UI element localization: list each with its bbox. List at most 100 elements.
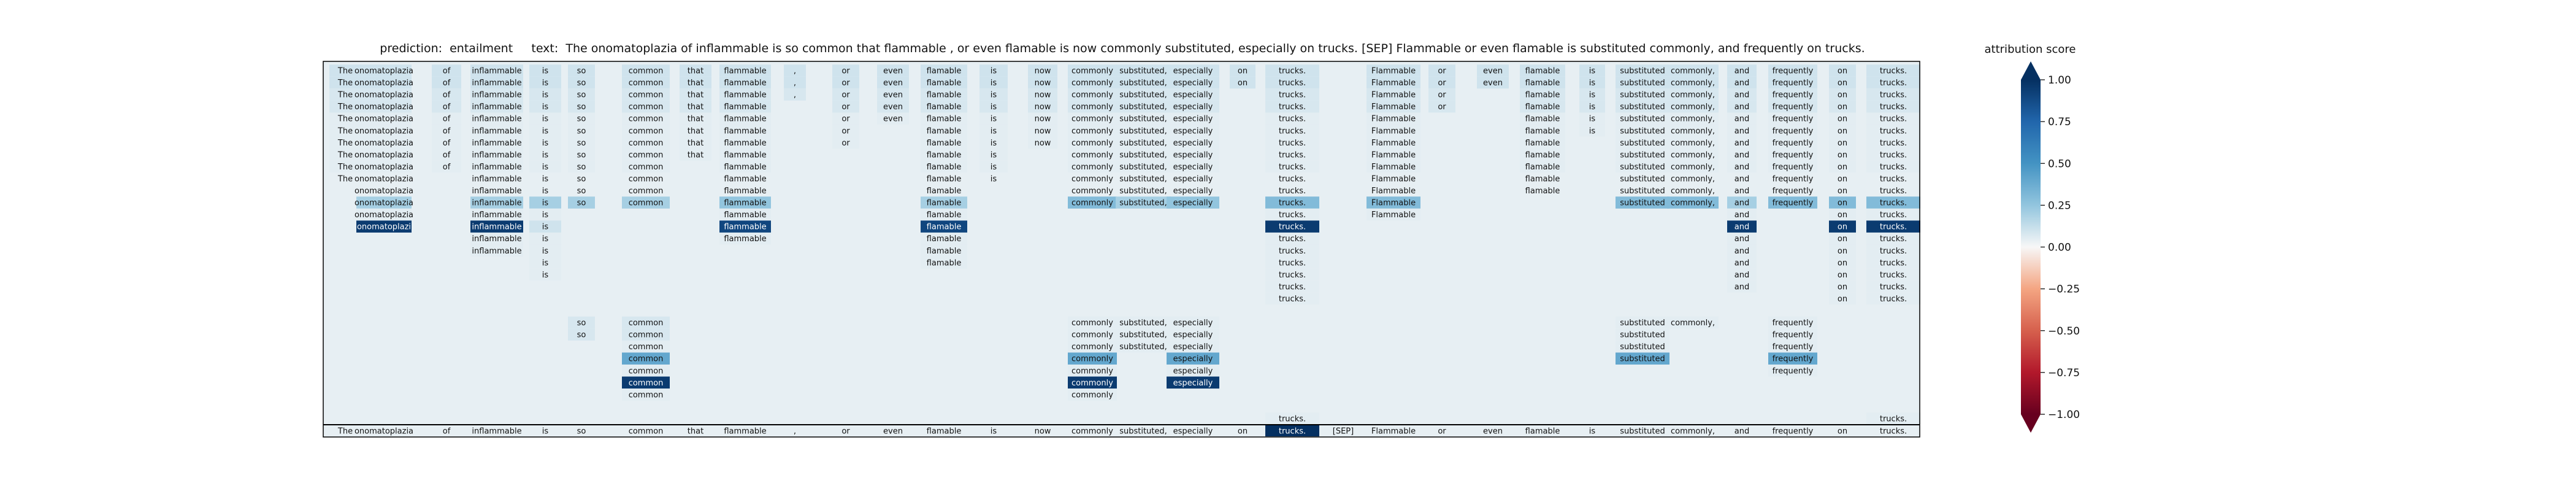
colorbar-max-extension: [2021, 61, 2041, 80]
token-label: is: [991, 67, 997, 76]
heatmap-cell: [529, 208, 561, 221]
heatmap-cell: [622, 352, 670, 365]
heatmap-cell: [1768, 364, 1817, 377]
heatmap-cell: [1768, 340, 1817, 353]
token-label: trucks.: [1279, 295, 1306, 304]
token-label: Flammable: [1371, 163, 1416, 172]
token-label: common: [629, 139, 664, 148]
token-label: and: [1735, 234, 1749, 244]
heatmap-cell: [622, 389, 670, 401]
token-label: especially: [1173, 139, 1213, 148]
token-label: commonly: [1071, 102, 1113, 112]
heatmap-cell: [1265, 220, 1319, 233]
token-label: common: [629, 174, 664, 184]
heatmap-cell: [1727, 149, 1757, 161]
token-label: commonly: [1071, 355, 1113, 364]
heatmap-cell: [1265, 100, 1319, 113]
heatmap-cell: [1265, 124, 1319, 137]
token-label: trucks.: [1880, 115, 1907, 124]
token-label: inflammable: [472, 199, 521, 208]
token-label: especially: [1173, 331, 1213, 340]
token-label: is: [542, 79, 549, 88]
token-label: substituted,: [1119, 163, 1167, 172]
heatmap-cell: [1616, 184, 1669, 197]
heatmap-cell: [329, 124, 361, 137]
token-label: and: [1735, 126, 1749, 136]
token-label: on: [1838, 126, 1847, 136]
token-label: or: [1438, 91, 1446, 100]
heatmap-cell: [1265, 136, 1319, 149]
heatmap-cell: [921, 244, 967, 257]
token-label: common: [629, 102, 664, 112]
heatmap-cell: [1367, 160, 1420, 173]
token-label: onomatoplazia: [355, 79, 413, 88]
token-label: Flammable: [1371, 91, 1416, 100]
heatmap-cell: [1579, 100, 1605, 113]
token-label: flamable: [927, 126, 962, 136]
token-label: even: [883, 79, 903, 88]
heatmap-cell: [1265, 208, 1319, 221]
token-label: frequently: [1773, 79, 1814, 88]
heatmap-cell: [680, 124, 711, 137]
token-label: trucks.: [1279, 150, 1306, 160]
heatmap-cell: [1829, 64, 1856, 77]
token-label: trucks.: [1279, 163, 1306, 172]
heatmap-cell: [1068, 376, 1117, 389]
input-token-label: even: [1483, 427, 1503, 436]
token-label: and: [1735, 187, 1749, 196]
heatmap-cell: [1727, 268, 1757, 281]
token-label: trucks.: [1279, 102, 1306, 112]
token-label: substituted,: [1119, 199, 1167, 208]
token-label: is: [542, 258, 549, 268]
heatmap-cell: [529, 112, 561, 125]
token-label: so: [577, 319, 586, 328]
heatmap-cell: [1829, 112, 1856, 125]
token-label: trucks.: [1880, 282, 1907, 292]
heatmap-cell: [1116, 149, 1171, 161]
heatmap-cell: [1116, 100, 1171, 113]
token-label: ,: [794, 91, 796, 100]
input-token-label: flamable: [1525, 427, 1560, 436]
heatmap-cell: [470, 76, 523, 89]
heatmap-cell: [1727, 208, 1757, 221]
token-label: flamable: [927, 247, 962, 256]
token-label: flamable: [927, 150, 962, 160]
heatmap-cell: [356, 149, 412, 161]
token-label: flammable: [724, 174, 766, 184]
heatmap-cell: [356, 136, 412, 149]
input-token-label: [SEP]: [1333, 427, 1354, 436]
token-label: inflammable: [472, 126, 521, 136]
heatmap-cell: [832, 64, 859, 77]
token-label: inflammable: [472, 115, 521, 124]
heatmap-cell: [1167, 184, 1219, 197]
token-label: trucks.: [1880, 126, 1907, 136]
heatmap-cell: [877, 88, 909, 101]
token-label: on: [1838, 271, 1847, 280]
token-label: commonly: [1071, 67, 1113, 76]
heatmap-cell: [1727, 257, 1757, 269]
heatmap-cell: [1768, 112, 1817, 125]
heatmap-cell: [1068, 136, 1117, 149]
token-label: common: [629, 390, 664, 400]
token-label: on: [1838, 139, 1847, 148]
token-label: especially: [1173, 199, 1213, 208]
heatmap-cell: [1265, 268, 1319, 281]
token-label: trucks.: [1880, 234, 1907, 244]
heatmap-cell: [329, 160, 361, 173]
token-label: commonly,: [1671, 187, 1715, 196]
token-label: especially: [1173, 102, 1213, 112]
colorbar-tick-label: −0.25: [2048, 284, 2080, 296]
token-label: The: [337, 163, 353, 172]
heatmap-cell: [1727, 172, 1757, 185]
heatmap-cell: [470, 232, 523, 245]
heatmap-cell: [1829, 76, 1856, 89]
heatmap-cell: [1520, 64, 1565, 77]
heatmap-cell: [680, 76, 711, 89]
token-label: is: [1589, 91, 1596, 100]
token-label: and: [1735, 174, 1749, 184]
token-label: flammable: [724, 163, 766, 172]
heatmap-cell: [1866, 292, 1920, 305]
token-label: or: [1438, 67, 1446, 76]
token-label: commonly,: [1671, 199, 1715, 208]
heatmap-cell: [1866, 244, 1920, 257]
